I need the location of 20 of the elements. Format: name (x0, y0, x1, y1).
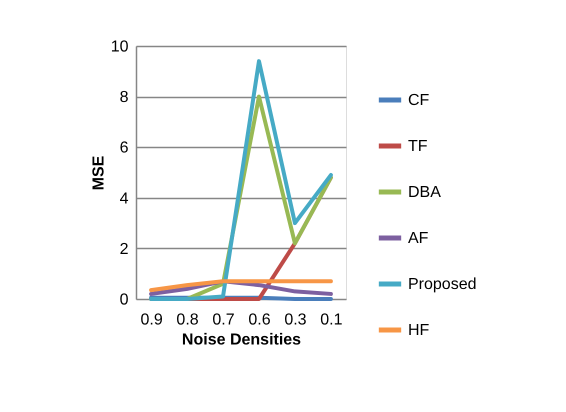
legend-label: DBA (408, 184, 442, 201)
y-tick-label: 6 (120, 140, 129, 157)
x-tick-label: 0.6 (248, 312, 271, 328)
x-tick-label: 0.1 (320, 312, 343, 328)
y-tick-label: 2 (120, 240, 129, 258)
x-tick-label: 0.3 (284, 312, 307, 328)
x-tick-label: 0.8 (176, 312, 199, 328)
legend-label: Proposed (408, 276, 476, 293)
y-tick-label: 0 (120, 292, 129, 308)
x-axis-title: Noise Densities (182, 332, 302, 348)
legend-label: CF (408, 92, 430, 109)
y-tick-label: 4 (120, 190, 129, 208)
x-tick-label: 0.9 (140, 312, 163, 328)
legend-label: AF (408, 230, 429, 247)
legend-label: HF (408, 322, 430, 339)
legend-label: TF (408, 138, 428, 155)
y-tick-label: 10 (110, 38, 129, 56)
x-tick-label: 0.7 (212, 312, 235, 328)
y-tick-label: 8 (120, 89, 129, 106)
y-axis-title: MSE (90, 155, 108, 190)
